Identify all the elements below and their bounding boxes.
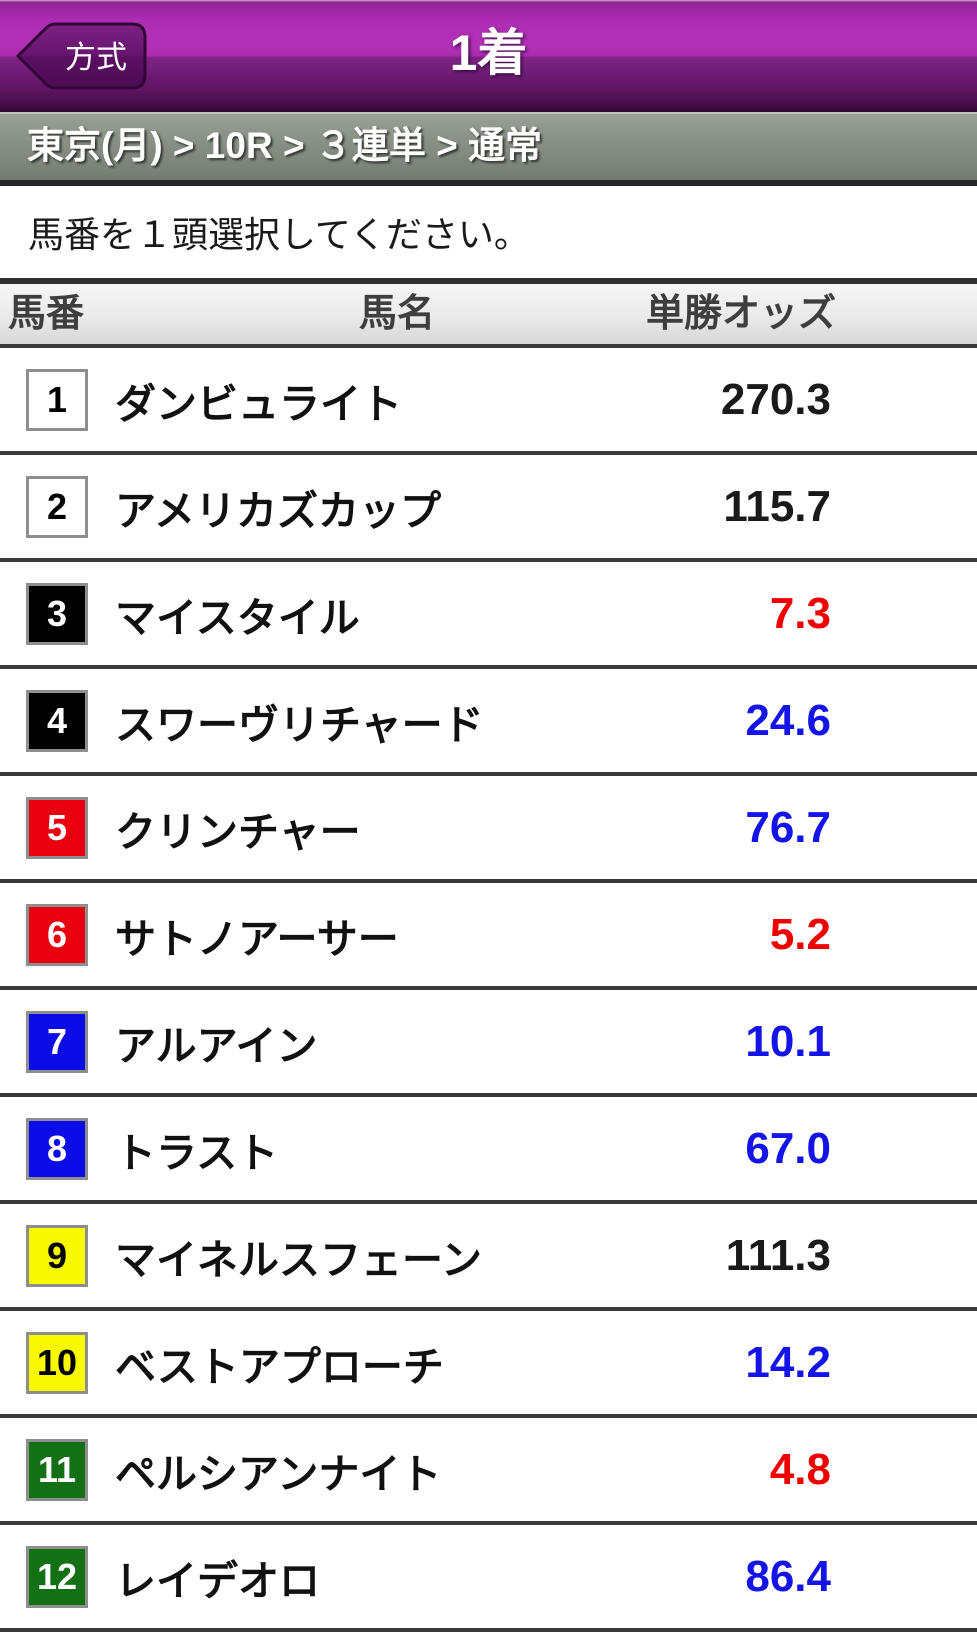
page-title: 1着: [449, 25, 528, 81]
win-odds: 270.3: [720, 374, 831, 424]
table-row[interactable]: 9 マイネルスフェーン 111.3: [0, 1204, 977, 1311]
horse-name: マイスタイル: [115, 594, 360, 641]
win-odds: 7.3: [769, 588, 831, 638]
table-row[interactable]: 6 サトノアーサー 5.2: [0, 883, 977, 990]
win-odds: 4.8: [769, 1444, 831, 1494]
table-row[interactable]: 7 アルアイン 10.1: [0, 990, 977, 1097]
horse-table-body: 1 ダンビュライト 270.3 2 アメリカズカップ 115.7 3 マイスタイ…: [0, 348, 977, 1632]
horse-table: 馬番 馬名 単勝オッズ 1 ダンビュライト 270.3 2 アメリカズカップ 1…: [0, 278, 977, 1632]
table-row[interactable]: 5 クリンチャー 76.7: [0, 776, 977, 883]
win-odds: 67.0: [745, 1123, 831, 1173]
horse-number-badge: 7: [26, 1010, 88, 1073]
horse-number-badge: 11: [26, 1438, 88, 1501]
column-header-odds: 単勝オッズ: [645, 293, 837, 335]
back-arrow-icon: [15, 22, 147, 90]
win-odds: 14.2: [745, 1337, 831, 1387]
horse-name: スワーヴリチャード: [115, 701, 484, 748]
horse-number-badge: 10: [26, 1331, 88, 1394]
horse-name: アメリカズカップ: [115, 487, 441, 534]
win-odds: 76.7: [745, 802, 831, 852]
column-header-number: 馬番: [8, 293, 85, 335]
horse-name: サトノアーサー: [115, 915, 399, 962]
instruction-text: 馬番を１頭選択してください。: [0, 186, 977, 278]
table-row[interactable]: 1 ダンビュライト 270.3: [0, 348, 977, 455]
horse-number-badge: 3: [26, 582, 88, 645]
horse-name: マイネルスフェーン: [115, 1236, 482, 1283]
win-odds: 10.1: [745, 1016, 831, 1066]
horse-number-badge: 2: [26, 475, 88, 538]
back-button-label: 方式: [65, 40, 127, 75]
win-odds: 86.4: [745, 1551, 831, 1601]
horse-number-badge: 4: [26, 689, 88, 752]
table-row[interactable]: 8 トラスト 67.0: [0, 1097, 977, 1204]
horse-number-badge: 1: [26, 368, 88, 431]
horse-number-badge: 9: [26, 1224, 88, 1287]
win-odds: 111.3: [725, 1230, 831, 1280]
horse-name: ペルシアンナイト: [115, 1450, 442, 1497]
horse-name: アルアイン: [115, 1022, 318, 1069]
column-header-name: 馬名: [358, 293, 436, 335]
horse-number-badge: 5: [26, 796, 88, 859]
table-row[interactable]: 2 アメリカズカップ 115.7: [0, 455, 977, 562]
back-button[interactable]: 方式: [12, 18, 152, 94]
horse-name: レイデオロ: [115, 1557, 320, 1604]
table-row[interactable]: 3 マイスタイル 7.3: [0, 562, 977, 669]
horse-name: クリンチャー: [115, 808, 361, 855]
horse-number-badge: 6: [26, 903, 88, 966]
table-row[interactable]: 10 ベストアプローチ 14.2: [0, 1311, 977, 1418]
table-row[interactable]: 12 レイデオロ 86.4: [0, 1525, 977, 1632]
horse-name: トラスト: [115, 1129, 279, 1176]
win-odds: 115.7: [723, 481, 831, 531]
table-row[interactable]: 11 ペルシアンナイト 4.8: [0, 1418, 977, 1525]
win-odds: 24.6: [745, 695, 831, 745]
win-odds: 5.2: [769, 909, 831, 959]
table-row[interactable]: 4 スワーヴリチャード 24.6: [0, 669, 977, 776]
horse-number-badge: 8: [26, 1117, 88, 1180]
horse-name: ダンビュライト: [115, 380, 402, 427]
breadcrumb: 東京(月) > 10R > ３連単 > 通常: [0, 112, 977, 186]
title-bar: 方式 1着: [0, 0, 977, 112]
horse-name: ベストアプローチ: [115, 1343, 444, 1390]
horse-number-badge: 12: [26, 1545, 88, 1608]
table-header: 馬番 馬名 単勝オッズ: [0, 278, 977, 348]
